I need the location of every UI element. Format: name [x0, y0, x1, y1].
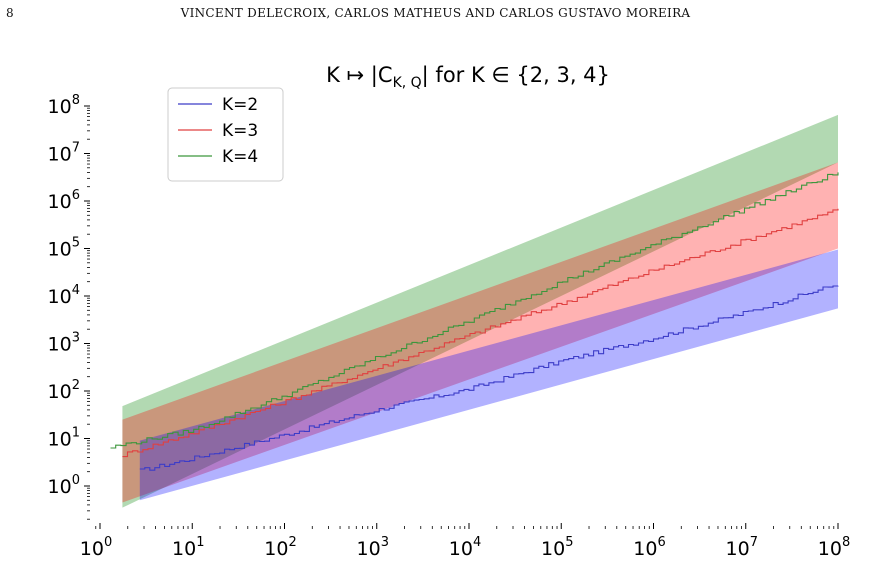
legend: K=2 K=3 K=4 — [167, 87, 284, 182]
legend-label: K=4 — [222, 147, 258, 167]
chart-title-prefix: K ↦ |C — [326, 63, 392, 88]
x-tick-base: 10 — [264, 538, 288, 560]
x-tick-base: 10 — [449, 538, 473, 560]
band-k2 — [139, 249, 838, 501]
line-k2 — [139, 285, 839, 471]
y-tick-exp: 8 — [72, 93, 80, 108]
x-tick-label: 105 — [541, 535, 573, 560]
x-tick-exp: 3 — [381, 535, 389, 550]
chart-title: K ↦ |CK, Q| for K ∈ {2, 3, 4} — [326, 63, 610, 91]
x-tick-exp: 5 — [565, 535, 573, 550]
y-tick-base: 10 — [48, 96, 72, 118]
y-tick-exp: 5 — [72, 236, 80, 251]
page-number: 8 — [6, 6, 14, 20]
y-tick-label: 106 — [48, 188, 80, 213]
legend-label: K=2 — [222, 95, 258, 115]
y-tick-exp: 3 — [72, 331, 80, 346]
y-tick-base: 10 — [48, 429, 72, 451]
running-head: VINCENT DELECROIX, CARLOS MATHEUS AND CA… — [180, 6, 691, 20]
x-tick-base: 10 — [726, 538, 750, 560]
y-tick-base: 10 — [48, 191, 72, 213]
band-k4 — [122, 114, 838, 508]
y-tick-label: 102 — [48, 378, 80, 403]
chart-title-subscript: K, Q — [393, 75, 422, 91]
y-tick-label: 108 — [48, 93, 80, 118]
legend-box — [167, 87, 284, 182]
y-tick-exp: 2 — [72, 378, 80, 393]
x-tick-label: 108 — [818, 535, 850, 560]
chart-title-suffix: | for K ∈ {2, 3, 4} — [422, 63, 610, 88]
x-tick-exp: 7 — [750, 535, 758, 550]
x-tick-exp: 8 — [842, 535, 850, 550]
x-tick-base: 10 — [541, 538, 565, 560]
x-tick-label: 104 — [449, 535, 481, 560]
y-tick-base: 10 — [48, 286, 72, 308]
x-tick-base: 10 — [633, 538, 657, 560]
x-tick-label: 103 — [357, 535, 389, 560]
x-tick-label: 106 — [633, 535, 665, 560]
y-tick-label: 107 — [48, 141, 80, 166]
series-lines — [110, 172, 839, 471]
x-tick-base: 10 — [357, 538, 381, 560]
x-tick-label: 100 — [80, 535, 112, 560]
x-tick-label: 102 — [264, 535, 296, 560]
y-tick-base: 10 — [48, 144, 72, 166]
y-tick-base: 10 — [48, 239, 72, 261]
y-tick-exp: 7 — [72, 141, 80, 156]
y-tick-exp: 0 — [72, 473, 80, 488]
x-tick-base: 10 — [172, 538, 196, 560]
line-k4 — [110, 172, 839, 449]
x-tick-exp: 2 — [288, 535, 296, 550]
y-tick-label: 105 — [48, 236, 80, 261]
x-tick-exp: 6 — [657, 535, 665, 550]
y-tick-base: 10 — [48, 476, 72, 498]
y-tick-base: 10 — [48, 334, 72, 356]
legend-label: K=3 — [222, 121, 258, 141]
x-tick-base: 10 — [818, 538, 842, 560]
y-tick-base: 10 — [48, 381, 72, 403]
x-tick-base: 10 — [80, 538, 104, 560]
y-tick-exp: 4 — [72, 283, 80, 298]
y-tick-label: 103 — [48, 331, 80, 356]
x-tick-exp: 1 — [196, 535, 204, 550]
x-tick-exp: 4 — [473, 535, 481, 550]
line-k3 — [122, 208, 839, 458]
x-axis: 100 101 102 103 104 105 106 107 108 — [80, 523, 860, 560]
y-tick-label: 104 — [48, 283, 80, 308]
x-tick-label: 101 — [172, 535, 204, 560]
y-tick-label: 100 — [48, 473, 80, 498]
x-tick-label: 107 — [726, 535, 758, 560]
y-tick-label: 101 — [48, 426, 80, 451]
y-tick-exp: 6 — [72, 188, 80, 203]
x-tick-exp: 0 — [104, 535, 112, 550]
y-tick-exp: 1 — [72, 426, 80, 441]
